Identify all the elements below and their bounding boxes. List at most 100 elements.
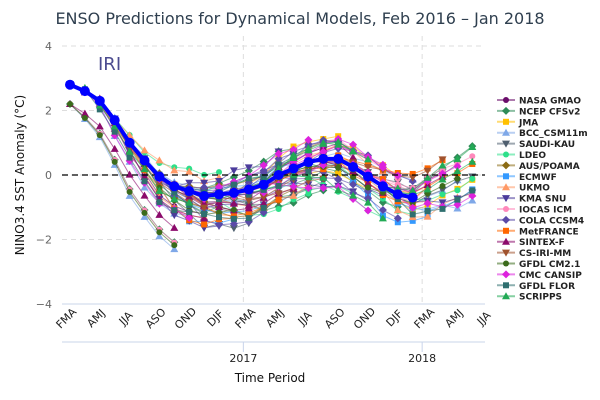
iri-point: [94, 95, 105, 106]
model-point: [364, 163, 372, 171]
model-point: [245, 215, 252, 222]
model-point: [140, 165, 149, 173]
model-point: [469, 175, 476, 182]
model-point: [140, 183, 149, 191]
model-point: [438, 186, 447, 194]
model-point: [155, 179, 164, 187]
legend-marker: [502, 215, 510, 224]
model-point: [186, 209, 193, 216]
model-point: [170, 245, 179, 253]
legend-marker: [503, 118, 509, 125]
model-point: [438, 175, 447, 183]
y-tick-label: 0: [45, 169, 52, 182]
y-tick-label: −2: [36, 234, 52, 247]
legend-item: NCEP CFSv2: [497, 106, 580, 117]
model-point: [260, 186, 267, 193]
iri-point: [363, 171, 373, 182]
legend-marker: [502, 237, 510, 245]
legend-marker: [503, 227, 509, 234]
model-point: [454, 175, 461, 182]
legend-marker: [503, 282, 509, 289]
legend-item: KMA SNU: [497, 195, 566, 205]
model-point: [364, 155, 372, 163]
model-point: [185, 179, 194, 187]
model-point: [364, 198, 372, 206]
y-tick-label: 2: [45, 105, 52, 118]
legend-item: CMC CANSIP: [497, 270, 582, 281]
iri-point: [169, 181, 180, 192]
legend-label: SAUDI-KAU: [519, 140, 575, 150]
legend-label: CS-IRI-MM: [519, 249, 571, 259]
model-point: [185, 213, 194, 222]
model-point: [289, 170, 298, 178]
iri-line: [69, 82, 414, 200]
legend-item: GFDL CM2.1: [497, 260, 580, 270]
model-point: [409, 170, 416, 177]
model-point: [468, 157, 477, 165]
legend-label: GFDL FLOR: [519, 282, 575, 292]
model-point: [454, 196, 461, 203]
model-point: [171, 207, 178, 214]
model-forecast-lines: [66, 83, 477, 253]
model-point: [110, 122, 119, 130]
iri-point: [407, 192, 418, 203]
model-point: [394, 219, 401, 226]
legend-marker: [502, 270, 510, 279]
legend-item: ECMWF: [497, 173, 557, 183]
legend-marker: [502, 195, 510, 203]
model-point: [230, 206, 237, 213]
legend-marker: [503, 97, 509, 103]
legend-marker: [502, 140, 510, 148]
model-point: [170, 166, 179, 174]
model-point: [141, 209, 148, 216]
model-point: [260, 174, 267, 181]
model-point: [304, 184, 313, 193]
legend-label: NASA GMAO: [519, 97, 581, 107]
model-point: [304, 173, 313, 181]
legend-label: CMC CANSIP: [519, 271, 582, 281]
model-point: [468, 142, 477, 150]
x-category-label: DJF: [384, 307, 406, 329]
model-point: [244, 204, 253, 212]
legend-label: GFDL CM2.1: [519, 260, 580, 270]
model-point: [170, 212, 179, 220]
iri-point: [273, 170, 284, 180]
model-point: [200, 179, 209, 187]
model-point: [274, 190, 283, 198]
legend-item: GFDL FLOR: [497, 282, 575, 292]
model-point: [453, 155, 462, 163]
iri-point: [184, 186, 195, 197]
x-category-label: FMA: [54, 305, 80, 331]
model-point: [408, 203, 417, 212]
legend-marker: [503, 151, 509, 158]
model-forecast: [126, 139, 237, 218]
model-point: [378, 206, 387, 215]
iri-point: [377, 181, 388, 192]
iri-point: [79, 86, 90, 97]
model-point: [319, 139, 328, 147]
model-point: [364, 179, 372, 187]
model-point: [170, 223, 179, 231]
x-category-label: ASO: [322, 305, 348, 331]
model-point: [96, 132, 103, 139]
legend-item: CS-IRI-MM: [497, 249, 571, 259]
model-point: [438, 156, 447, 164]
legend-item: BCC_CSM11m: [497, 128, 588, 139]
y-axis-title: NINO3.4 SST Anomaly (°C): [13, 95, 27, 255]
x-category-label: JJA: [295, 309, 315, 329]
model-point: [423, 173, 432, 181]
legend-label: SINTEX-F: [519, 238, 565, 248]
model-point: [244, 195, 253, 203]
legend-label: KMA SNU: [519, 195, 566, 205]
legend-label: MetFRANCE: [519, 227, 579, 237]
model-forecast: [67, 101, 178, 249]
x-category-label: FMA: [233, 305, 259, 331]
model-point: [423, 199, 432, 208]
year-label: 2017: [229, 352, 257, 365]
model-point: [230, 181, 237, 188]
model-point: [230, 215, 237, 222]
legend-item: IOCAS ICM: [497, 206, 572, 216]
model-point: [319, 184, 328, 193]
